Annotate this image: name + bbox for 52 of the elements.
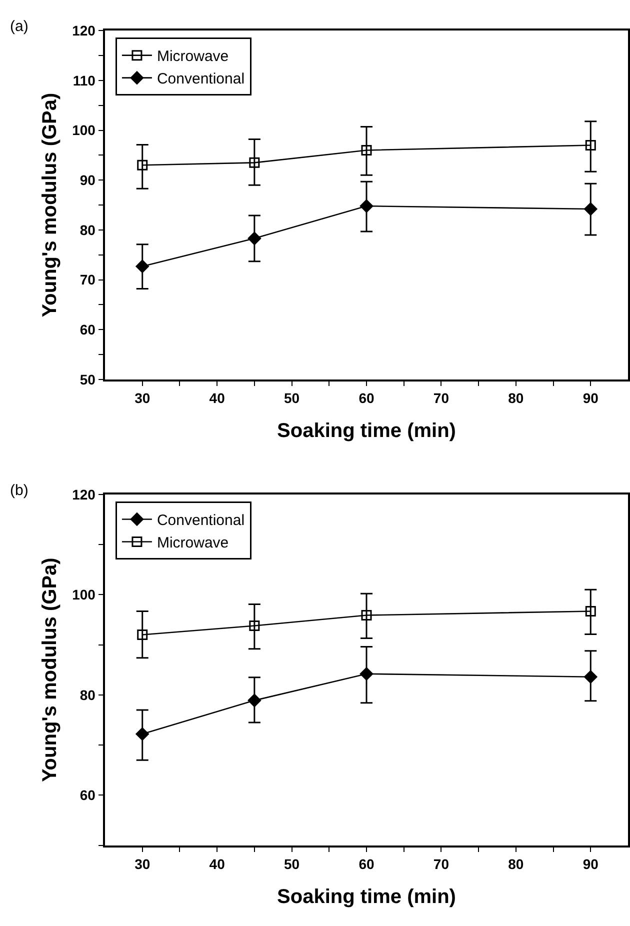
x-tick-label: 90 [582, 390, 599, 406]
y-axis-title: Young's modulus (GPa) [39, 92, 62, 318]
legend-label: Microwave [156, 48, 229, 66]
x-tick-label: 50 [284, 390, 300, 406]
x-tick-label: 40 [209, 390, 226, 406]
legend-label: Conventional [156, 70, 245, 88]
y-tick-label: 100 [72, 586, 96, 603]
point [585, 140, 596, 150]
y-axis-title: Young's modulus (GPa) [39, 558, 62, 782]
y-tick-label: 80 [80, 686, 96, 703]
x-tick-label: 40 [209, 856, 226, 872]
x-tick-label: 70 [433, 856, 450, 872]
point [137, 160, 148, 170]
point [584, 202, 598, 216]
y-tick-label: 110 [72, 72, 96, 88]
x-tick-label: 80 [508, 390, 524, 406]
y-tick-label: 60 [80, 322, 96, 338]
point [136, 727, 149, 741]
y-tick-label: 120 [72, 22, 96, 39]
point [361, 610, 372, 620]
y-tick-label: 80 [80, 222, 96, 238]
x-axis-title: Soaking time (min) [277, 886, 456, 908]
x-tick-label: 50 [284, 856, 300, 872]
x-tick-label: 90 [582, 856, 599, 872]
y-tick-label: 90 [80, 172, 96, 188]
y-tick-label: 100 [72, 122, 96, 138]
point [136, 260, 149, 273]
x-tick-label: 60 [358, 390, 374, 406]
point [249, 620, 260, 632]
x-tick-label: 70 [433, 390, 450, 406]
y-tick-label: 70 [80, 272, 96, 288]
point [248, 232, 262, 246]
x-tick-label: 30 [134, 390, 150, 406]
point [360, 667, 374, 680]
x-tick-label: 60 [358, 856, 374, 872]
point [249, 157, 260, 168]
chart-title: (b) [10, 482, 28, 499]
point [360, 199, 374, 213]
x-tick-label: 30 [134, 856, 150, 872]
point [361, 144, 372, 156]
point [585, 606, 596, 616]
x-tick-label: 80 [508, 856, 524, 872]
point [248, 694, 262, 708]
chart-title: (a) [10, 18, 28, 35]
legend-label: Conventional [156, 512, 245, 530]
y-tick-label: 120 [72, 486, 96, 502]
point [584, 670, 598, 684]
y-tick-label: 50 [80, 371, 96, 388]
y-tick-label: 60 [80, 787, 96, 804]
legend-label: Microwave [156, 534, 229, 552]
x-axis-title: Soaking time (min) [277, 420, 456, 442]
point [137, 630, 148, 640]
